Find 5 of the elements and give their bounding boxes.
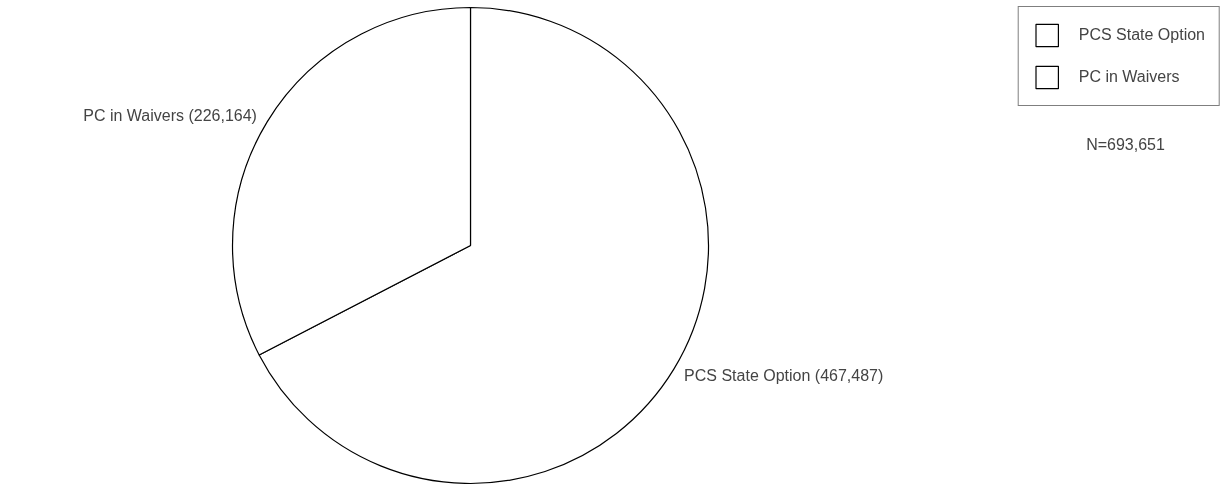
legend-label: PC in Waivers — [1078, 68, 1180, 86]
legend-label: PCS State Option — [1078, 26, 1205, 44]
data-label: PCS State Option (467,487) — [684, 366, 884, 384]
text: N=693,651 — [1086, 135, 1165, 153]
data-label: PC in Waivers (226,164) — [83, 107, 257, 125]
